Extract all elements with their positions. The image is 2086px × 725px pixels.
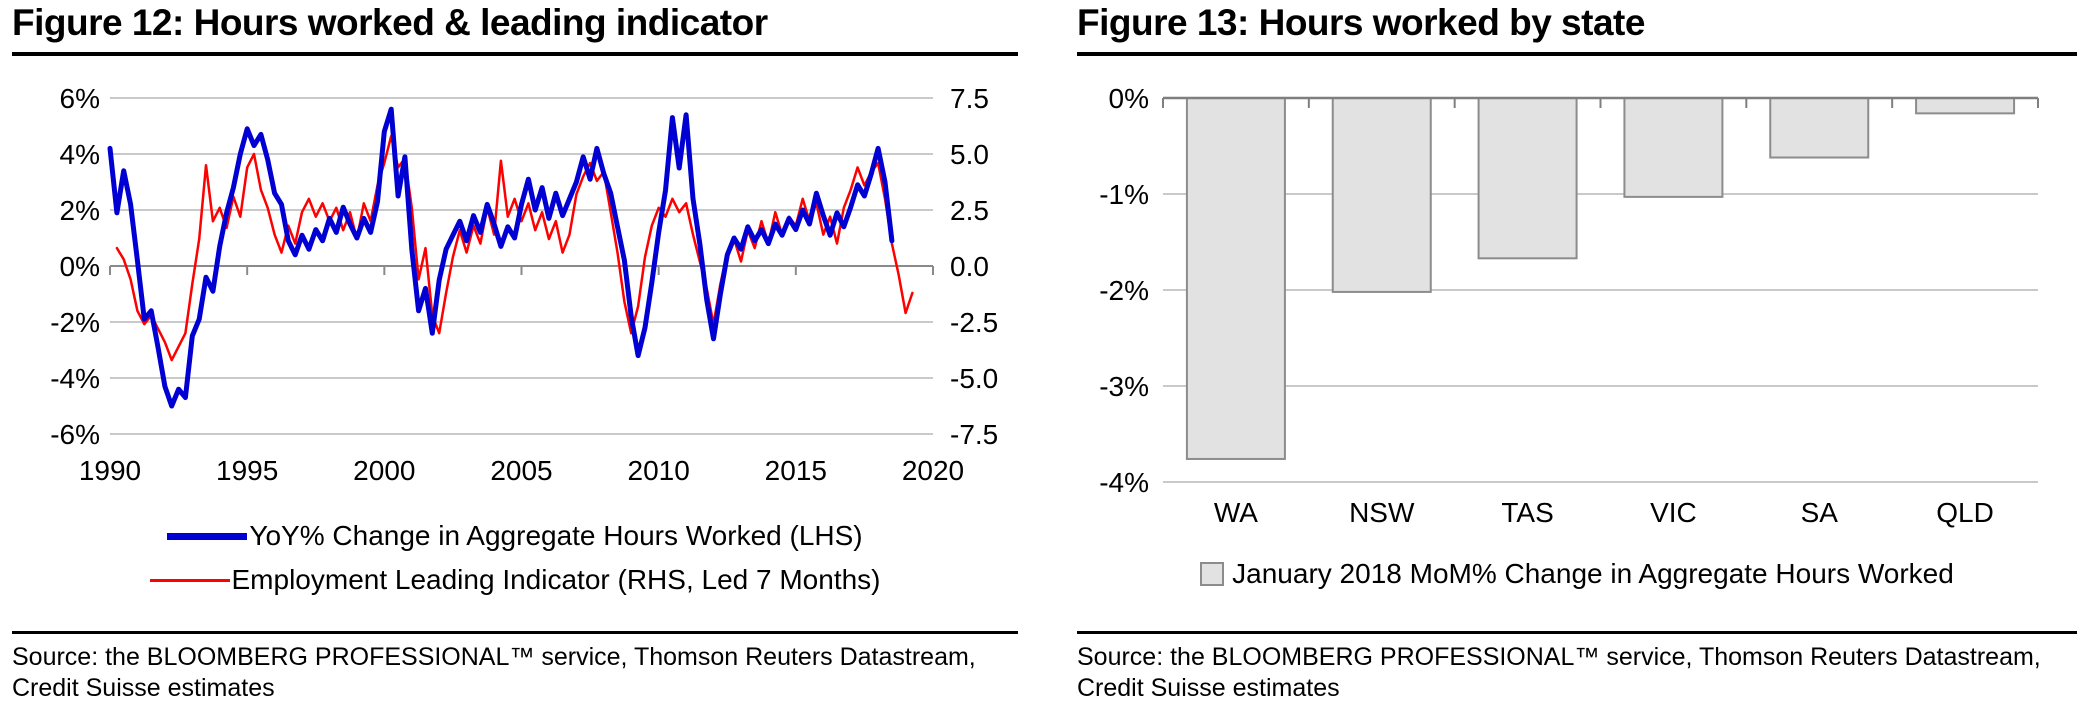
x-axis-tick-label: 2020	[902, 455, 964, 486]
right-axis-tick-label: -7.5	[950, 419, 998, 450]
y-axis-tick-label: -3%	[1099, 371, 1149, 402]
y-axis-tick-label: 0%	[1109, 83, 1149, 114]
legend-label-leading-indicator: Employment Leading Indicator (RHS, Led 7…	[231, 564, 881, 595]
figure-12-title: Figure 12: Hours worked & leading indica…	[12, 2, 768, 43]
right-axis-tick-label: 0.0	[950, 251, 989, 282]
x-axis-tick-label: 1990	[79, 455, 141, 486]
legend-item-leading-indicator: Employment Leading Indicator (RHS, Led 7…	[149, 564, 881, 596]
bar-vic	[1623, 97, 1724, 198]
y-axis-tick-label: -4%	[1099, 467, 1149, 498]
right-axis-tick-label: 7.5	[950, 83, 989, 114]
hours-worked-line	[107, 106, 895, 409]
left-axis-tick-label: -4%	[50, 363, 100, 394]
figure-12-source: Source: the BLOOMBERG PROFESSIONAL™ serv…	[12, 642, 1022, 704]
legend-item-hours-worked: YoY% Change in Aggregate Hours Worked (L…	[167, 520, 863, 552]
source-line-2: Credit Suisse estimates	[12, 674, 275, 702]
right-axis-tick-label: 2.5	[950, 195, 989, 226]
blue-line-swatch	[167, 532, 248, 540]
bar-wa	[1185, 97, 1286, 460]
left-axis-tick-label: 0%	[60, 251, 100, 282]
x-axis-tick-label: 1995	[216, 455, 278, 486]
category-label: WA	[1214, 497, 1258, 528]
category-label: VIC	[1650, 497, 1697, 528]
category-label: TAS	[1501, 497, 1553, 528]
y-axis-tick-label: -1%	[1099, 179, 1149, 210]
figure-12-source-rule	[12, 631, 1018, 634]
hours-line-chart: 6% 7.5 4% 5.0 2% 2.5 0% 0.0 -2% -2.5 -4% -5.0 -6% -7.…	[50, 83, 998, 486]
figure-12-title-rule	[12, 52, 1018, 56]
legend-label-mom-change: January 2018 MoM% Change in Aggregate Ho…	[1232, 558, 1954, 589]
figure-13-source: Source: the BLOOMBERG PROFESSIONAL™ serv…	[1077, 642, 2077, 704]
state-bar-chart: 0% -1% -2% -3% -4% WA NSW TAS VIC SA QLD	[1099, 83, 2039, 528]
figure-13-legend: January 2018 MoM% Change in Aggregate Ho…	[1077, 558, 2077, 590]
figure-13-panel: Figure 13: Hours worked by state 0% -1% -2…	[1043, 0, 2086, 725]
x-axis-tick-label: 2010	[628, 455, 690, 486]
figure-13-source-rule	[1077, 631, 2077, 634]
right-axis-tick-label: 5.0	[950, 139, 989, 170]
left-axis-tick-label: -2%	[50, 307, 100, 338]
x-axis-tick-label: 2005	[490, 455, 552, 486]
right-axis-tick-label: -2.5	[950, 307, 998, 338]
left-axis-tick-label: 2%	[60, 195, 100, 226]
bar-sa	[1769, 97, 1870, 159]
source-line-1: Source: the BLOOMBERG PROFESSIONAL™ serv…	[12, 643, 976, 671]
category-label: NSW	[1349, 497, 1415, 528]
gray-bar-swatch	[1200, 562, 1225, 586]
source-line-2: Credit Suisse estimates	[1077, 674, 1340, 702]
bar-nsw	[1331, 97, 1432, 293]
left-axis-tick-label: 6%	[60, 83, 100, 114]
y-axis-tick-label: -2%	[1099, 275, 1149, 306]
figure-13-title: Figure 13: Hours worked by state	[1077, 2, 1645, 43]
bar-tas	[1477, 97, 1578, 260]
source-line-1: Source: the BLOOMBERG PROFESSIONAL™ serv…	[1077, 643, 2041, 671]
x-axis-tick-label: 2000	[353, 455, 415, 486]
x-axis-tick-label: 2015	[765, 455, 827, 486]
figure-13-title-rule	[1077, 52, 2077, 56]
category-label: QLD	[1936, 497, 1994, 528]
bar-qld	[1915, 97, 2016, 115]
red-line-swatch	[149, 578, 230, 582]
figure-12-legend: YoY% Change in Aggregate Hours Worked (L…	[12, 520, 1018, 596]
figure-12-panel: Figure 12: Hours worked & leading indica…	[12, 2, 1022, 704]
right-axis-tick-label: -5.0	[950, 363, 998, 394]
left-axis-tick-label: -6%	[50, 419, 100, 450]
legend-label-hours-worked: YoY% Change in Aggregate Hours Worked (L…	[249, 520, 863, 551]
category-label: SA	[1801, 497, 1839, 528]
left-axis-tick-label: 4%	[60, 139, 100, 170]
